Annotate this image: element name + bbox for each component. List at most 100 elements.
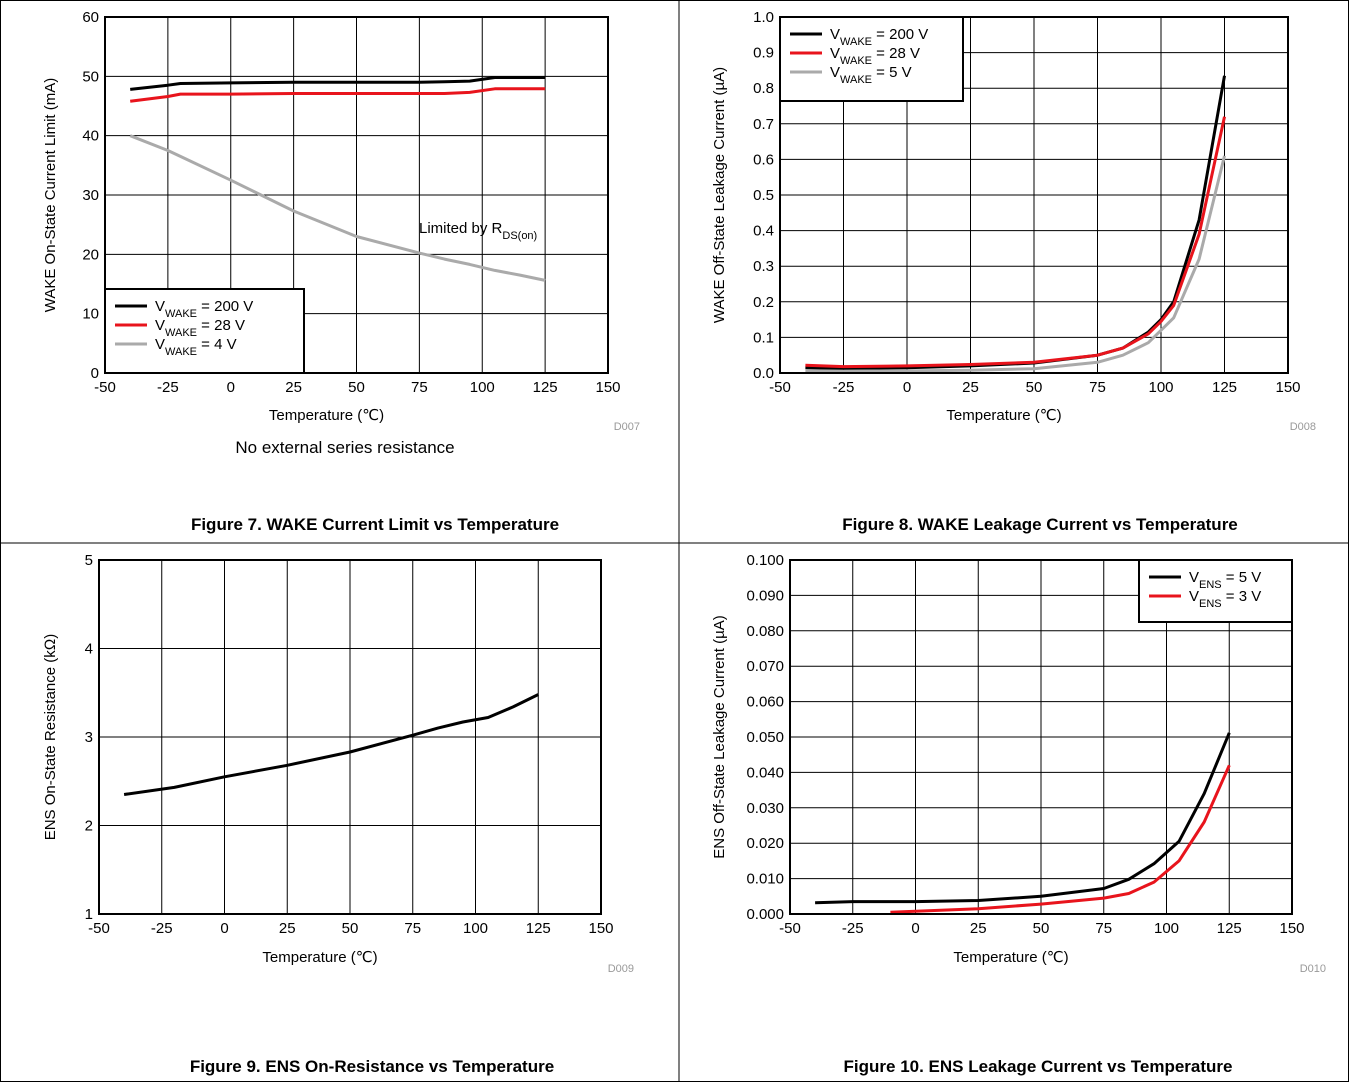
figure-8-code: D008 [1290, 421, 1316, 433]
figure-10-plot: -50 -25 0 25 50 75 100 125 150 0.000 0.010 0.020 0.0… [711, 552, 1305, 966]
figure-10-legend-entry: VENS = 5 V [1189, 569, 1261, 591]
figure-10-x-tick-label: 25 [970, 920, 987, 937]
figure-9-x-tick-label: 75 [404, 920, 421, 937]
figure-7-y-tick-label: 60 [82, 9, 99, 26]
figure-8-plot: -50 -25 0 25 50 75 100 125 150 0.0 0.1 0.2 0.3 0.4 0.5… [711, 9, 1301, 424]
figure-9-x-tick-label: -25 [151, 920, 173, 937]
figure-7: -50 -25 0 25 50 75 100 125 150 0 10 20 30 40 50 60 Tempe… [42, 9, 640, 534]
figure-9-series-1-line [123, 693, 539, 796]
figure-10-y-tick-label: 0.000 [746, 906, 784, 923]
figure-10-plot-frame [789, 559, 1293, 915]
figure-9-x-tick-label: -50 [88, 920, 110, 937]
figure-10-y-axis-label: ENS Off-State Leakage Current (µA) [711, 615, 728, 858]
figure-8-legend-entry: VWAKE = 200 V [830, 26, 928, 48]
figure-9-x-tick-label: 100 [463, 920, 488, 937]
figure-8-legend-entry: VWAKE = 28 V [830, 45, 920, 67]
figure-7-caption: Figure 7. WAKE Current Limit vs Temperat… [191, 515, 559, 534]
figure-7-series-1-line [130, 76, 546, 91]
figure-9-x-tick-label: 125 [526, 920, 551, 937]
figure-9-plot-frame [98, 559, 602, 915]
figure-10-y-tick-label: 0.040 [746, 764, 784, 781]
figure-7-plot-frame [104, 16, 609, 374]
figure-10-x-axis-label: Temperature (℃) [953, 949, 1068, 966]
figure-10-x-tick-label: -50 [779, 920, 801, 937]
figure-8-x-tick-label: 50 [1026, 379, 1043, 396]
figure-7-y-axis-label: WAKE On-State Current Limit (mA) [42, 78, 59, 313]
figure-10-y-tick-label: 0.030 [746, 800, 784, 817]
figure-10-caption: Figure 10. ENS Leakage Current vs Temper… [844, 1057, 1233, 1076]
figure-9-plot: -50 -25 0 25 50 75 100 125 150 1 2 3 4 5 Temperature (… [42, 552, 614, 966]
figure-10-series-1-line [815, 732, 1231, 905]
figure-10-x-tick-label: 0 [911, 920, 919, 937]
figure-8-y-tick-label: 1.0 [753, 9, 774, 26]
figure-7-x-tick-label: 50 [348, 379, 365, 396]
figure-10-y-tick-label: 0.010 [746, 871, 784, 888]
figure-8-y-tick-label: 0.9 [753, 45, 774, 62]
figure-10-series-2-line [890, 764, 1231, 914]
figure-7-x-tick-label: 75 [411, 379, 428, 396]
figure-7-legend-box [104, 288, 305, 374]
figure-7-y-tick-label: 30 [82, 187, 99, 204]
figure-7-x-tick-label: 100 [470, 379, 495, 396]
figure-7-plot: -50 -25 0 25 50 75 100 125 150 0 10 20 30 40 50 60 Tempe… [42, 9, 621, 424]
figure-8-y-tick-label: 0.3 [753, 258, 774, 275]
figure-7-y-tick-label: 40 [82, 128, 99, 145]
figure-7-y-tick-label: 20 [82, 246, 99, 263]
figure-7-legend-entry: VWAKE = 4 V [155, 336, 237, 358]
figure-9-x-tick-label: 25 [279, 920, 296, 937]
figure-8-x-tick-label: 75 [1089, 379, 1106, 396]
figure-8-series-3-line [805, 155, 1226, 373]
figure-9-y-tick-label: 5 [85, 552, 93, 569]
figure-9-code: D009 [608, 963, 634, 975]
figure-10-y-tick-label: 0.100 [746, 552, 784, 569]
figure-7-x-tick-label: 0 [227, 379, 235, 396]
figure-8-y-tick-label: 0.4 [753, 223, 774, 240]
figure-7-legend-entry: VWAKE = 28 V [155, 317, 245, 339]
figure-7-y-tick-label: 10 [82, 306, 99, 323]
figure-10-x-tick-label: 125 [1217, 920, 1242, 937]
figure-7-note: No external series resistance [235, 438, 454, 457]
figure-9-x-axis-label: Temperature (℃) [262, 949, 377, 966]
figure-9: -50 -25 0 25 50 75 100 125 150 1 2 3 4 5 Temperature (… [42, 552, 634, 1076]
figure-10-code: D010 [1300, 963, 1326, 975]
figure-10-x-tick-label: -25 [842, 920, 864, 937]
figure-7-x-tick-label: 150 [595, 379, 620, 396]
figure-8-legend-box [779, 16, 964, 102]
figure-7-code: D007 [614, 421, 640, 433]
figure-8-y-tick-label: 0.6 [753, 151, 774, 168]
figure-8-y-tick-label: 0.8 [753, 80, 774, 97]
figure-10-x-tick-label: 75 [1095, 920, 1112, 937]
figure-8-y-tick-label: 0.0 [753, 365, 774, 382]
figure-8-x-tick-label: -50 [769, 379, 791, 396]
figure-7-series-2-line [130, 87, 546, 103]
figure-7-x-tick-label: 125 [533, 379, 558, 396]
figure-10-legend-entry: VENS = 3 V [1189, 588, 1261, 610]
figure-8-y-tick-label: 0.1 [753, 329, 774, 346]
figure-7-legend-entry: VWAKE = 200 V [155, 298, 253, 320]
figure-8-y-tick-label: 0.7 [753, 116, 774, 133]
figure-9-y-tick-label: 2 [85, 818, 93, 835]
figure-10-x-tick-label: 50 [1033, 920, 1050, 937]
figure-8-y-axis-label: WAKE Off-State Leakage Current (µA) [711, 67, 728, 323]
figure-10-y-tick-label: 0.090 [746, 587, 784, 604]
figure-10-y-tick-label: 0.060 [746, 694, 784, 711]
figure-8-caption: Figure 8. WAKE Leakage Current vs Temper… [842, 515, 1238, 534]
figure-9-y-tick-label: 3 [85, 729, 93, 746]
figure-10-y-tick-label: 0.050 [746, 729, 784, 746]
figure-8-x-tick-label: 125 [1212, 379, 1237, 396]
figure-8: -50 -25 0 25 50 75 100 125 150 0.0 0.1 0.2 0.3 0.4 0.5… [711, 9, 1316, 534]
figure-7-series-3-line [129, 134, 546, 282]
figure-7-x-tick-label: 25 [285, 379, 302, 396]
figure-8-y-tick-label: 0.2 [753, 294, 774, 311]
figure-10: -50 -25 0 25 50 75 100 125 150 0.000 0.010 0.020 0.0… [711, 552, 1326, 1076]
figure-8-x-tick-label: -25 [833, 379, 855, 396]
figure-8-x-tick-label: 25 [962, 379, 979, 396]
figure-8-legend-entry: VWAKE = 5 V [830, 64, 912, 86]
figure-9-y-axis-label: ENS On-State Resistance (kΩ) [42, 634, 59, 841]
figure-7-x-axis-label: Temperature (℃) [269, 407, 384, 424]
figure-10-x-tick-label: 150 [1279, 920, 1304, 937]
figure-10-x-tick-label: 100 [1154, 920, 1179, 937]
figure-9-y-tick-label: 4 [85, 641, 93, 658]
